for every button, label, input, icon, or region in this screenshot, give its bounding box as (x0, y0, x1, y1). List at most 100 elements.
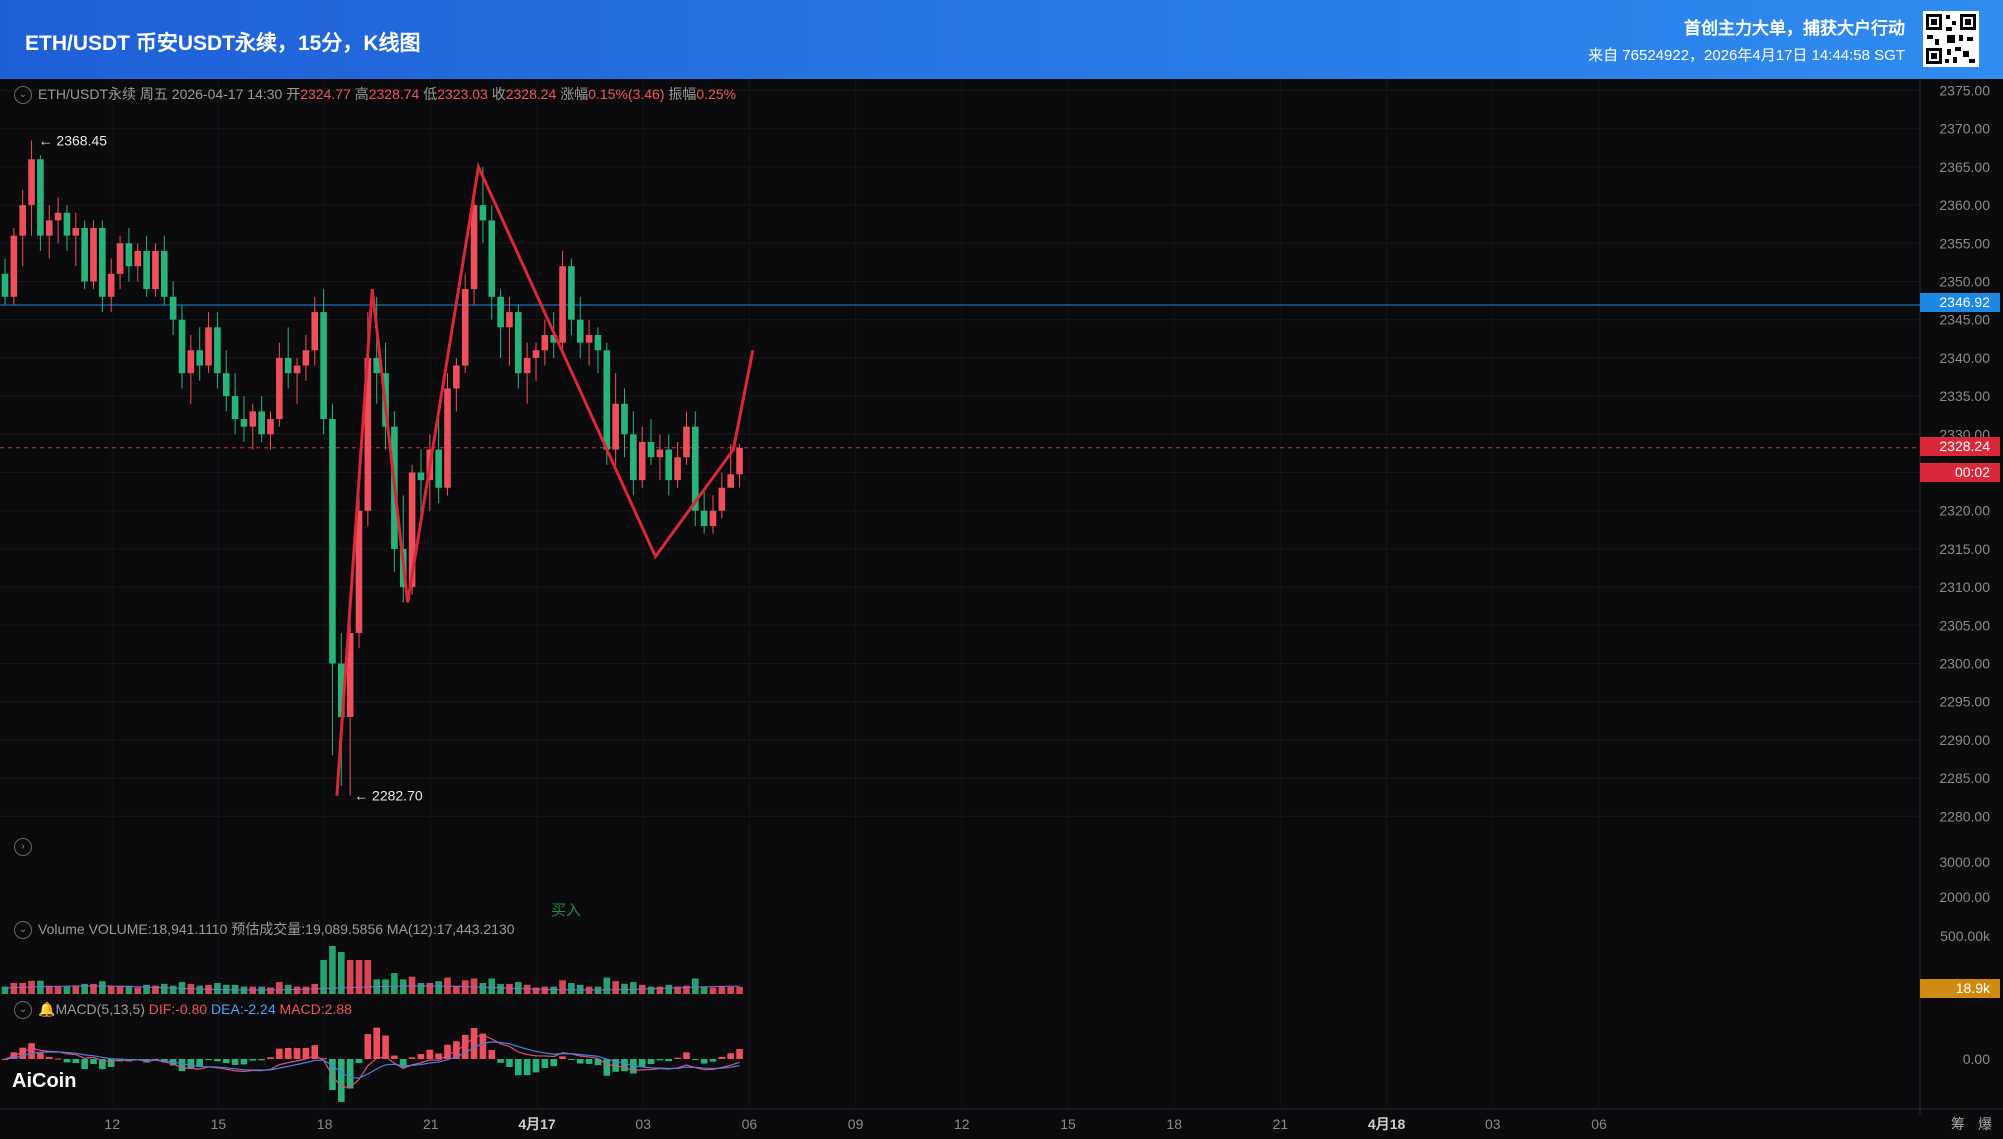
y-tick-label: 2290.00 (1939, 732, 1990, 748)
y-tick-label: 2355.00 (1939, 235, 1990, 251)
x-tick-label: 12 (954, 1116, 970, 1132)
volume-bar (541, 986, 549, 994)
volume-bar (214, 983, 221, 994)
macd-histogram-bar (399, 1059, 407, 1068)
candle-body (461, 289, 469, 366)
buy-annotation: 买入 (551, 902, 582, 919)
volume-bar (364, 960, 372, 994)
volume-bar (576, 984, 584, 994)
low-value: 2323.03 (437, 86, 488, 102)
macd-histogram-bar (187, 1059, 195, 1069)
promo-slogan: 首创主力大单，捕获大户行动 (1684, 19, 1905, 38)
candle-body (373, 357, 380, 374)
macd-histogram-bar (683, 1052, 690, 1059)
macd-histogram-bar (585, 1059, 593, 1064)
volume-bar (683, 985, 690, 994)
expand-icon[interactable]: › (14, 838, 32, 857)
amplitude-label: 振幅 (668, 86, 697, 102)
candle-body (267, 419, 274, 435)
macd-histogram-bar (692, 1059, 699, 1060)
chart-title: ETH/USDT 币安USDT永续，15分，K线图 (25, 32, 421, 55)
volume-bar (143, 984, 150, 994)
volume-bar (399, 979, 407, 994)
header-banner: ETH/USDT 币安USDT永续，15分，K线图 首创主力大单，捕获大户行动 … (0, 0, 2003, 79)
y-tick-label: 2315.00 (1939, 541, 1990, 557)
candle-body (541, 334, 549, 351)
volume-ma-line (4, 985, 740, 991)
zigzag-trendline (335, 161, 755, 796)
candle-body (338, 663, 345, 717)
collapse-icon[interactable]: ⌄ (14, 921, 32, 940)
indicator-toggle[interactable]: › (14, 838, 38, 857)
candle-body (63, 212, 71, 236)
volume-bar (267, 987, 274, 994)
candle-body (515, 312, 522, 374)
macd-histogram-bar (364, 1034, 372, 1059)
candle-body (214, 327, 221, 374)
macd-dif: DIF:-0.80 (148, 1001, 208, 1017)
macd-histogram-bar (258, 1059, 265, 1061)
candle-body (736, 447, 743, 475)
candle-body (638, 441, 646, 481)
volume-bar (196, 985, 203, 994)
candle-body (276, 357, 283, 420)
volume-bar (523, 984, 531, 994)
volume-bar (435, 981, 442, 994)
collapse-icon[interactable]: ⌄ (14, 1001, 32, 1020)
macd-histogram-bar (603, 1059, 611, 1076)
volume-bar (63, 986, 71, 994)
y-tick-label: 2295.00 (1939, 694, 1990, 710)
macd-histogram-bar (391, 1055, 398, 1059)
collapse-icon[interactable]: ⌄ (14, 86, 32, 105)
high-extreme-label: ← 2368.45 (39, 133, 108, 149)
candlestick-chart[interactable]: 2375.00 2370.00 2365.00 2360.00 2355.00 2350.… (0, 79, 2003, 1139)
macd-name: MACD(5,13,5) (55, 1001, 145, 1017)
candle-body (19, 205, 26, 236)
candle-body (346, 632, 354, 717)
volume-bar (665, 984, 673, 994)
candle-body (408, 472, 416, 588)
candle-body (258, 411, 265, 435)
macd-histogram-bar (435, 1053, 442, 1059)
candle-body (665, 449, 673, 481)
candle-body (453, 365, 460, 389)
candle-body (90, 228, 97, 282)
bell-icon[interactable]: 🔔 (38, 1001, 56, 1017)
volume-bar (99, 981, 106, 994)
candle-body (302, 350, 310, 366)
macd-histogram-bar (470, 1028, 478, 1059)
volume-bar (488, 978, 496, 994)
y-tick-label: 2345.00 (1939, 312, 1990, 328)
y-tick-label: 2285.00 (1939, 770, 1990, 786)
volume-bar (329, 946, 336, 994)
volume-bar (408, 976, 416, 994)
x-tick-label: 18 (317, 1116, 333, 1132)
volume-tag: 18.9k (1920, 979, 2000, 998)
candle-body (417, 472, 425, 481)
candle-body (293, 365, 301, 374)
volume-bar (709, 987, 717, 994)
macd-histogram-bar (320, 1058, 327, 1060)
candle-body (134, 250, 142, 267)
candle-body (647, 441, 655, 458)
volume-info-bar: ⌄ Volume VOLUME:18,941.1110 预估成交量:19,089.… (14, 919, 515, 940)
macd-dea-line (4, 1041, 740, 1079)
candle-body (116, 243, 124, 274)
volume-bar (453, 985, 460, 994)
volume-bar (10, 983, 18, 994)
volume-bar (169, 985, 177, 994)
volume-bar (90, 983, 97, 994)
candle-body (506, 312, 513, 328)
macd-histogram-bar (568, 1059, 575, 1060)
volume-bar (550, 986, 557, 994)
candle-body (559, 266, 566, 343)
candle-body (99, 228, 106, 297)
volume-bar (497, 983, 504, 994)
macd-dif-line (4, 1034, 740, 1088)
volume-bar (674, 986, 681, 994)
macd-histogram-bar (638, 1059, 646, 1067)
y-tick-label: 2370.00 (1939, 121, 1990, 137)
macd-histogram-bar (665, 1059, 673, 1062)
y-tick-label: 2280.00 (1939, 808, 1990, 824)
macd-histogram-bar (267, 1057, 274, 1059)
